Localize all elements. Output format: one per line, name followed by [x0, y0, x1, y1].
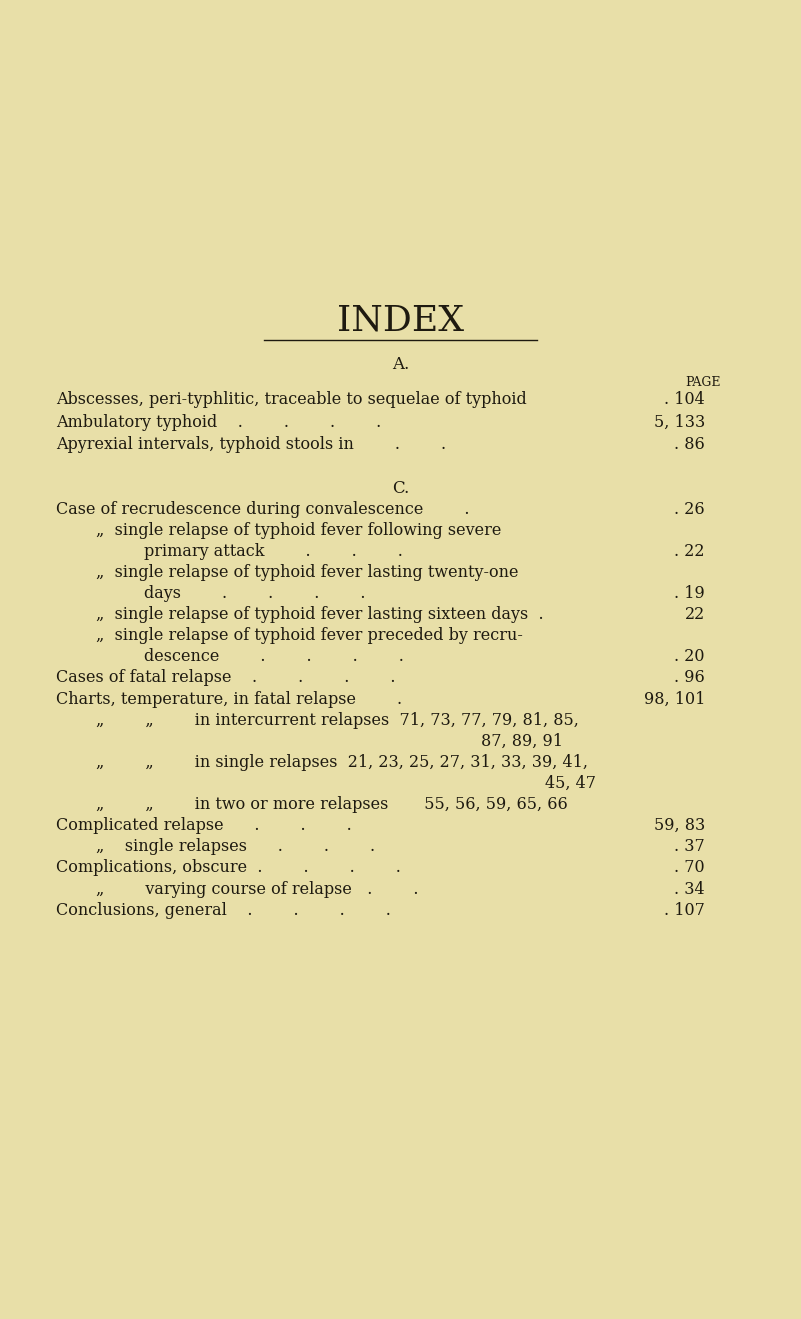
Text: „        „        in intercurrent relapses  71, 73, 77, 79, 81, 85,: „ „ in intercurrent relapses 71, 73, 77,…	[96, 712, 579, 728]
Text: . 22: . 22	[674, 543, 705, 559]
Text: A.: A.	[392, 356, 409, 372]
Text: INDEX: INDEX	[337, 303, 464, 338]
Text: „        „        in single relapses  21, 23, 25, 27, 31, 33, 39, 41,: „ „ in single relapses 21, 23, 25, 27, 3…	[96, 754, 588, 770]
Text: PAGE: PAGE	[686, 376, 721, 389]
Text: Conclusions, general    .        .        .        .: Conclusions, general . . . .	[56, 902, 391, 918]
Text: . 104: . 104	[664, 392, 705, 408]
Text: . 26: . 26	[674, 501, 705, 517]
Text: „    single relapses      .        .        .: „ single relapses . . .	[96, 839, 375, 855]
Text: Complicated relapse      .        .        .: Complicated relapse . . .	[56, 818, 352, 834]
Text: . 96: . 96	[674, 670, 705, 686]
Text: . 37: . 37	[674, 839, 705, 855]
Text: „  single relapse of typhoid fever preceded by recru-: „ single relapse of typhoid fever preced…	[96, 628, 523, 644]
Text: 22: 22	[685, 607, 705, 623]
Text: . 107: . 107	[664, 902, 705, 918]
Text: . 34: . 34	[674, 881, 705, 897]
Text: „  single relapse of typhoid fever lasting twenty-one: „ single relapse of typhoid fever lastin…	[96, 565, 518, 580]
Text: 98, 101: 98, 101	[643, 691, 705, 707]
Text: . 86: . 86	[674, 437, 705, 452]
Text: „        „        in two or more relapses       55, 56, 59, 65, 66: „ „ in two or more relapses 55, 56, 59, …	[96, 797, 568, 813]
Text: 45, 47: 45, 47	[545, 776, 596, 791]
Text: 5, 133: 5, 133	[654, 414, 705, 430]
Text: . 20: . 20	[674, 649, 705, 665]
Text: Ambulatory typhoid    .        .        .        .: Ambulatory typhoid . . . .	[56, 414, 381, 430]
Text: „        varying course of relapse   .        .: „ varying course of relapse . .	[96, 881, 419, 897]
Text: . 19: . 19	[674, 586, 705, 601]
Text: 59, 83: 59, 83	[654, 818, 705, 834]
Text: Abscesses, peri-typhlitic, traceable to sequelae of typhoid: Abscesses, peri-typhlitic, traceable to …	[56, 392, 527, 408]
Text: Complications, obscure  .        .        .        .: Complications, obscure . . . .	[56, 860, 401, 876]
Text: Apyrexial intervals, typhoid stools in        .        .: Apyrexial intervals, typhoid stools in .…	[56, 437, 446, 452]
Text: Case of recrudescence during convalescence        .: Case of recrudescence during convalescen…	[56, 501, 469, 517]
Text: days        .        .        .        .: days . . . .	[144, 586, 366, 601]
Text: descence        .        .        .        .: descence . . . .	[144, 649, 404, 665]
Text: Charts, temperature, in fatal relapse        .: Charts, temperature, in fatal relapse .	[56, 691, 402, 707]
Text: 87, 89, 91: 87, 89, 91	[481, 733, 562, 749]
Text: „  single relapse of typhoid fever following severe: „ single relapse of typhoid fever follow…	[96, 522, 501, 538]
Text: primary attack        .        .        .: primary attack . . .	[144, 543, 403, 559]
Text: Cases of fatal relapse    .        .        .        .: Cases of fatal relapse . . . .	[56, 670, 396, 686]
Text: C.: C.	[392, 480, 409, 496]
Text: . 70: . 70	[674, 860, 705, 876]
Text: „  single relapse of typhoid fever lasting sixteen days  .: „ single relapse of typhoid fever lastin…	[96, 607, 544, 623]
